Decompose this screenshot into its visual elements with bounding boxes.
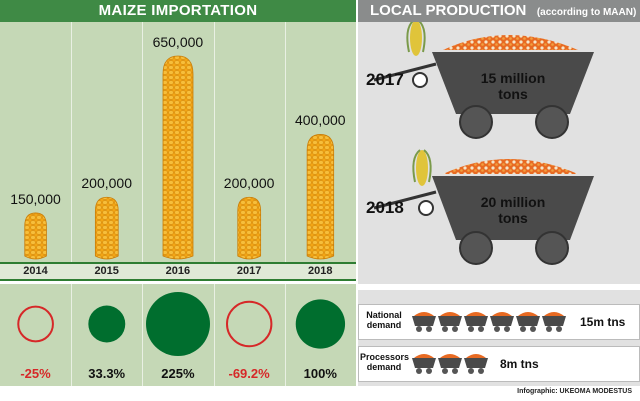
processors-demand-label-line2: demand bbox=[366, 362, 402, 372]
axis-line-top bbox=[0, 262, 356, 264]
production-amount-2017-line1: 15 million bbox=[480, 70, 546, 86]
corn-bar-2015 bbox=[94, 196, 119, 260]
cart-2018-wheel-right bbox=[535, 231, 569, 265]
importation-labels: 150,000 2014 -25% 200,000 2015 33.3% 650,000 20… bbox=[10, 34, 346, 381]
infographic-credit: Infographic: UKEOMA MODESTUS bbox=[517, 388, 632, 395]
mini-cart bbox=[412, 354, 436, 374]
value-label-2018: 400,000 bbox=[294, 112, 346, 129]
year-label-2014: 2014 bbox=[23, 265, 48, 277]
mini-cart bbox=[542, 312, 566, 332]
year-label-2015: 2015 bbox=[94, 265, 119, 277]
local-production-title: LOCAL PRODUCTION bbox=[370, 2, 527, 19]
column-divider bbox=[142, 284, 144, 386]
production-amount-2018-line1: 20 million bbox=[480, 194, 546, 210]
cart-2017 bbox=[373, 22, 594, 139]
processors-demand-amount: 8m tns bbox=[500, 357, 539, 371]
change-label-2015: 33.3% bbox=[88, 366, 126, 381]
change-bubble-2018 bbox=[295, 299, 346, 349]
column-divider bbox=[213, 284, 215, 386]
cart-2017-handle bbox=[373, 62, 437, 82]
processors-demand-row bbox=[358, 346, 640, 382]
production-year-2018: 2018 bbox=[366, 198, 404, 217]
production-amount-2017-line2: tons bbox=[498, 86, 528, 102]
production-year-2017: 2017 bbox=[366, 70, 404, 89]
maize-importation-header: MAIZE IMPORTATION bbox=[0, 0, 356, 22]
change-label-2017: -69.2% bbox=[228, 366, 270, 381]
change-bubble-2014 bbox=[17, 305, 54, 343]
corn-bars bbox=[24, 55, 335, 260]
corn-bar-2017 bbox=[237, 196, 262, 260]
change-label-2014: -25% bbox=[20, 366, 51, 381]
production-carts bbox=[373, 22, 594, 265]
year-axis bbox=[0, 263, 356, 280]
corn-icon-2017 bbox=[406, 22, 426, 56]
production-amount-2018: 20 million tons bbox=[455, 194, 571, 226]
change-bubbles bbox=[17, 292, 346, 356]
value-label-2014: 150,000 bbox=[10, 190, 61, 207]
mini-cart bbox=[490, 312, 514, 332]
cart-2017-wheel-right bbox=[535, 105, 569, 139]
mini-cart bbox=[438, 312, 462, 332]
column-divider bbox=[284, 284, 286, 386]
national-demand-amount: 15m tns bbox=[580, 315, 626, 329]
mini-cart bbox=[464, 312, 488, 332]
processors-demand-carts bbox=[412, 354, 488, 374]
cart-2018-handle bbox=[373, 190, 437, 210]
axis-line-bottom bbox=[0, 279, 356, 281]
production-amount-2018-line2: tons bbox=[498, 210, 528, 226]
change-bubble-2016 bbox=[146, 292, 210, 356]
column-divider bbox=[71, 22, 73, 280]
change-label-2016: 225% bbox=[161, 366, 195, 381]
local-production-subtitle: (according to MAAN) bbox=[536, 7, 637, 18]
processors-demand-label-line1: Processors bbox=[360, 352, 410, 362]
national-demand-label-line1: National bbox=[366, 310, 402, 320]
cart-2018-wheel-left bbox=[459, 231, 493, 265]
year-label-2017: 2017 bbox=[236, 265, 262, 277]
year-label-2018: 2018 bbox=[308, 265, 333, 277]
cart-2018 bbox=[373, 149, 594, 265]
corn-bar-2018 bbox=[306, 134, 335, 260]
column-divider bbox=[71, 284, 73, 386]
national-demand-label: National demand bbox=[360, 310, 408, 330]
national-demand-carts bbox=[412, 312, 566, 332]
mini-cart bbox=[516, 312, 540, 332]
change-label-2018: 100% bbox=[303, 366, 337, 381]
mini-cart bbox=[412, 312, 436, 332]
local-production-header: LOCAL PRODUCTION (according to MAAN) bbox=[358, 0, 640, 22]
column-divider bbox=[213, 22, 215, 280]
change-bubble-2017 bbox=[225, 300, 273, 348]
value-label-2017: 200,000 bbox=[223, 175, 275, 192]
corn-icon-2018 bbox=[412, 149, 432, 186]
value-label-2015: 200,000 bbox=[81, 175, 132, 192]
production-amount-2017: 15 million tons bbox=[455, 70, 571, 102]
column-divider bbox=[284, 22, 286, 280]
mini-cart bbox=[438, 354, 462, 374]
year-label-2016: 2016 bbox=[165, 265, 191, 277]
cart-2018-marker bbox=[418, 200, 434, 216]
cart-2017-marker bbox=[412, 72, 428, 88]
processors-demand-label: Processors demand bbox=[360, 352, 410, 372]
mini-cart bbox=[464, 354, 488, 374]
corn-bar-2016 bbox=[162, 55, 194, 260]
national-demand-label-line2: demand bbox=[366, 320, 402, 330]
column-divider bbox=[142, 22, 144, 280]
corn-bar-2014 bbox=[24, 212, 47, 260]
change-bubble-2015 bbox=[88, 305, 126, 343]
value-label-2016: 650,000 bbox=[152, 34, 204, 50]
cart-2017-wheel-left bbox=[459, 105, 493, 139]
